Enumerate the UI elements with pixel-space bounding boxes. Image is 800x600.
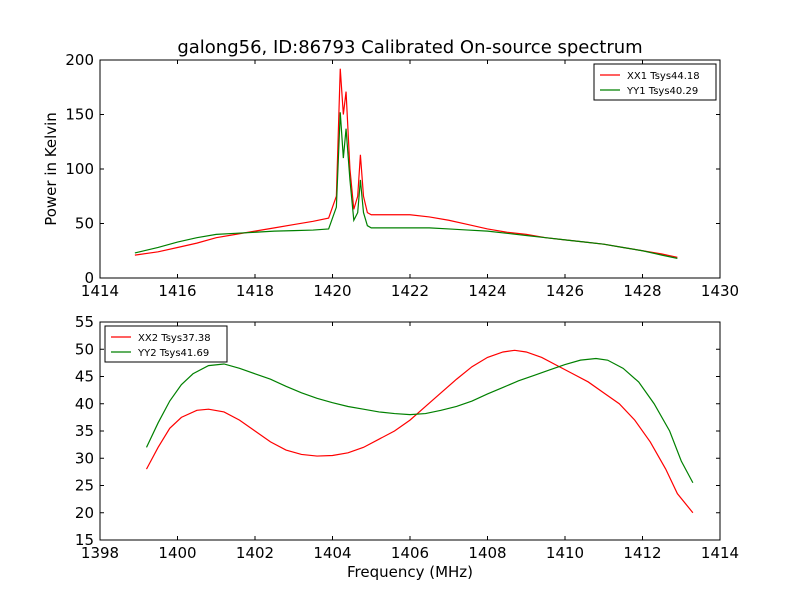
legend: XX1 Tsys44.18 YY1 Tsys40.29 <box>593 63 717 101</box>
legend: XX2 Tsys37.38 YY2 Tsys41.69 <box>104 325 228 363</box>
series-line-yy1 <box>134 112 678 259</box>
x-axis-label: Frequency (MHz) <box>347 563 473 581</box>
y-tick-label: 35 <box>75 422 94 440</box>
x-tick-label: 1428 <box>623 282 661 300</box>
x-tick-label: 1412 <box>623 544 661 562</box>
legend-label: YY2 Tsys41.69 <box>137 348 209 359</box>
x-tick-label: 1430 <box>701 282 739 300</box>
y-tick-label: 20 <box>75 504 94 522</box>
x-tick-label: 1414 <box>81 282 119 300</box>
x-tick-label: 1404 <box>313 544 351 562</box>
x-tick-label: 1398 <box>81 544 119 562</box>
y-tick-label: 25 <box>75 477 94 495</box>
chart-title: galong56, ID:86793 Calibrated On-source … <box>177 37 642 58</box>
x-tick-label: 1418 <box>236 282 274 300</box>
x-tick-label: 1408 <box>468 544 506 562</box>
x-tick-label: 1424 <box>468 282 506 300</box>
x-tick-label: 1422 <box>391 282 429 300</box>
y-tick-label: 0 <box>84 269 94 287</box>
x-tick-label: 1402 <box>236 544 274 562</box>
top-spectrum-panel: 1414 1416 1418 1420 1422 1424 1426 1428 1430 0 50 1… <box>42 51 739 300</box>
y-tick-label: 15 <box>75 531 94 549</box>
y-tick-label: 50 <box>75 340 94 358</box>
x-tick-label: 1416 <box>158 282 196 300</box>
y-tick-label: 55 <box>75 313 94 331</box>
series-line-xx2 <box>145 349 694 514</box>
y-tick-label: 40 <box>75 395 94 413</box>
legend-box <box>104 325 228 363</box>
y-tick-label: 200 <box>65 51 94 69</box>
legend-box <box>593 63 717 101</box>
x-tick-label: 1420 <box>313 282 351 300</box>
series-line-yy2 <box>145 357 694 484</box>
legend-label: XX2 Tsys37.38 <box>138 333 211 344</box>
y-tick-label: 150 <box>65 106 94 124</box>
y-tick-label: 45 <box>75 368 94 386</box>
x-tick-label: 1410 <box>546 544 584 562</box>
legend-label: YY1 Tsys40.29 <box>626 86 698 97</box>
y-tick-label: 50 <box>75 215 94 233</box>
y-tick-label: 100 <box>65 160 94 178</box>
y-axis-label: Power in Kelvin <box>42 112 60 226</box>
y-tick-label: 30 <box>75 449 94 467</box>
legend-label: XX1 Tsys44.18 <box>627 71 700 82</box>
x-tick-label: 1426 <box>546 282 584 300</box>
x-tick-label: 1414 <box>701 544 739 562</box>
x-tick-label: 1400 <box>158 544 196 562</box>
x-tick-label: 1406 <box>391 544 429 562</box>
bottom-spectrum-panel: 1398 1400 1402 1404 1406 1408 1410 1412 1414 15 20… <box>75 313 739 581</box>
